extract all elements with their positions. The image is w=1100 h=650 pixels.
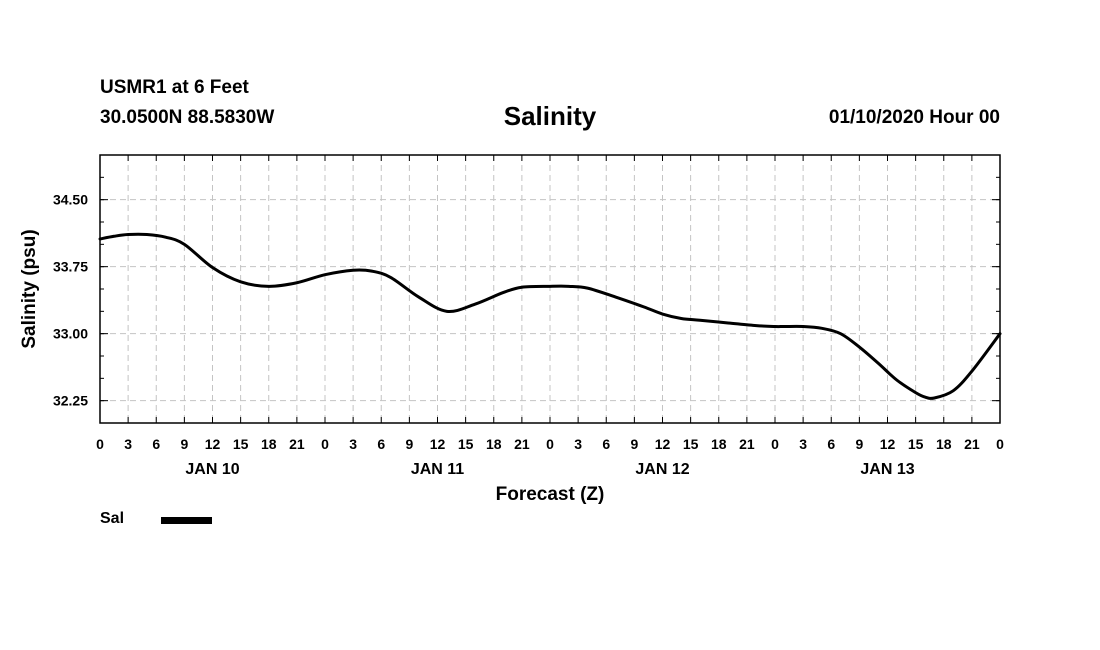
x-tick-label: 9 bbox=[405, 436, 413, 452]
x-tick-label: 12 bbox=[205, 436, 221, 452]
x-tick-label: 9 bbox=[855, 436, 863, 452]
series-layer bbox=[98, 232, 1002, 400]
x-tick-label: 9 bbox=[180, 436, 188, 452]
x-tick-label: 6 bbox=[152, 436, 160, 452]
station-coordinates: 30.0500N 88.5830W bbox=[100, 107, 275, 128]
x-tick-label: 18 bbox=[711, 436, 727, 452]
x-tick-label: 3 bbox=[574, 436, 582, 452]
y-tick-label: 34.50 bbox=[53, 192, 88, 208]
y-tick-label: 33.00 bbox=[53, 326, 88, 342]
x-tick-label: 3 bbox=[799, 436, 807, 452]
x-tick-label: 18 bbox=[261, 436, 277, 452]
legend-swatch-sal bbox=[161, 517, 212, 524]
x-day-label: JAN 12 bbox=[635, 461, 689, 478]
x-tick-label: 15 bbox=[908, 436, 924, 452]
x-tick-label: 9 bbox=[630, 436, 638, 452]
x-tick-label: 6 bbox=[827, 436, 835, 452]
x-day-label: JAN 10 bbox=[185, 461, 239, 478]
x-tick-label: 15 bbox=[233, 436, 249, 452]
x-tick-label: 0 bbox=[96, 436, 104, 452]
x-tick-label: 21 bbox=[739, 436, 755, 452]
x-tick-label: 21 bbox=[964, 436, 980, 452]
x-tick-label: 12 bbox=[430, 436, 446, 452]
axis-layer: 0 3 6 9 12 15 18 21 0 3 6 9 12 15 18 21 0 3 6 9 12 15 18 21 0 3 6 9… bbox=[53, 155, 1004, 478]
x-tick-label: 0 bbox=[321, 436, 329, 452]
x-tick-label: 6 bbox=[602, 436, 610, 452]
chart-title: Salinity bbox=[503, 101, 597, 131]
grid-layer bbox=[100, 155, 1000, 423]
x-tick-label: 18 bbox=[486, 436, 502, 452]
x-tick-label: 0 bbox=[996, 436, 1004, 452]
x-tick-label: 18 bbox=[936, 436, 952, 452]
x-tick-label: 15 bbox=[458, 436, 474, 452]
x-tick-label: 12 bbox=[880, 436, 896, 452]
x-tick-label: 15 bbox=[683, 436, 699, 452]
y-tick-label: 33.75 bbox=[53, 259, 88, 275]
x-day-label: JAN 11 bbox=[411, 461, 464, 478]
y-axis-label: Salinity (psu) bbox=[19, 229, 40, 348]
x-tick-label: 21 bbox=[289, 436, 305, 452]
x-tick-label: 3 bbox=[349, 436, 357, 452]
y-tick-label: 32.25 bbox=[53, 393, 88, 409]
forecast-datetime: 01/10/2020 Hour 00 bbox=[828, 107, 1000, 128]
x-tick-label: 12 bbox=[655, 436, 671, 452]
x-tick-label: 0 bbox=[546, 436, 554, 452]
x-tick-label: 0 bbox=[771, 436, 779, 452]
series-line-sal bbox=[98, 232, 1002, 400]
x-axis-label: Forecast (Z) bbox=[496, 484, 605, 505]
x-tick-label: 6 bbox=[377, 436, 385, 452]
x-day-label: JAN 13 bbox=[860, 461, 914, 478]
station-name: USMR1 at 6 Feet bbox=[100, 77, 249, 98]
legend-label-sal: Sal bbox=[100, 510, 125, 527]
x-tick-label: 21 bbox=[514, 436, 530, 452]
x-tick-label: 3 bbox=[124, 436, 132, 452]
